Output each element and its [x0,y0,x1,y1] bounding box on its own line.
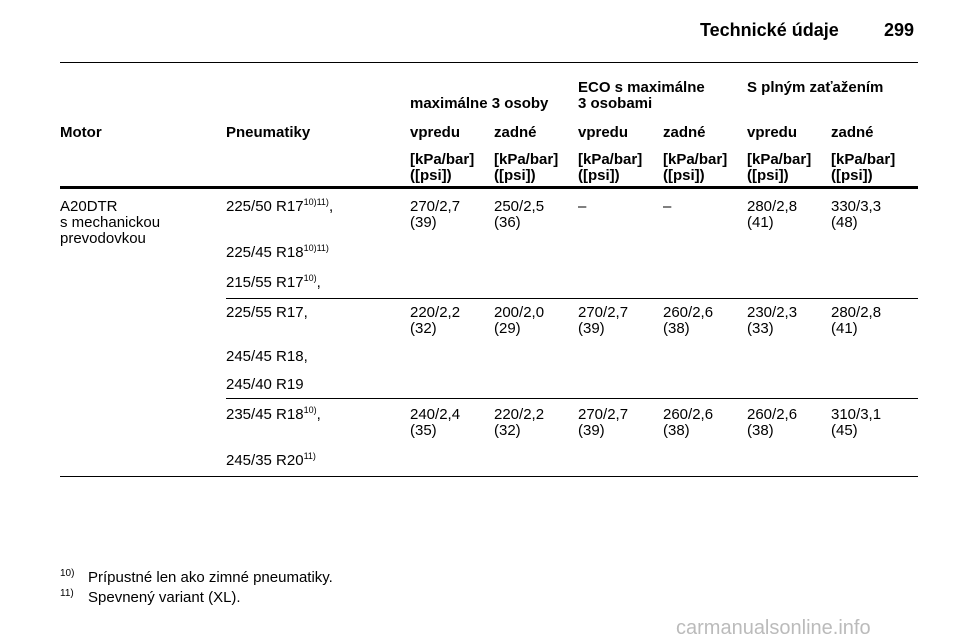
tire-size: 245/40 R19 [226,376,304,393]
tire-cell: 215/55 R1710), [226,273,321,291]
pressure-cell: (32) [410,320,437,337]
pressure-cell: 330/3,3 [831,198,882,215]
table-header-rule [60,186,918,189]
column-header: vpredu [747,124,798,141]
punctuation: , [316,406,321,423]
footnote-ref: 10)11) [303,243,329,253]
pressure-cell: 260/2,6 [747,406,798,423]
pressure-cell: 260/2,6 [663,304,714,321]
footnote-ref: 10) [303,273,317,283]
table-bottom-rule [60,476,918,477]
footnote-mark: 11) [60,588,74,599]
pressure-cell: (38) [663,320,690,337]
pressure-cell: 230/2,3 [747,304,798,321]
pressure-cell: – [578,198,587,215]
pressure-cell: (33) [747,320,774,337]
motor-cell: prevodovkou [60,230,146,247]
column-header: zadné [663,124,706,141]
footnote-text: Spevnený variant (XL). [88,589,241,606]
unit-header: ([psi]) [663,167,705,184]
footnote-ref: 10)11) [303,197,329,207]
pressure-cell: (41) [831,320,858,337]
pressure-cell: 250/2,5 [494,198,545,215]
unit-header: [kPa/bar] [663,151,728,168]
unit-header: [kPa/bar] [494,151,559,168]
unit-header: ([psi]) [831,167,873,184]
unit-header: [kPa/bar] [410,151,475,168]
footnote-ref: 11) [303,451,316,461]
tire-cell: 245/40 R19 [226,377,304,393]
page-title: Technické údaje [700,20,839,40]
column-header: vpredu [578,124,629,141]
unit-header: ([psi]) [410,167,452,184]
unit-header: ([psi]) [494,167,536,184]
pressure-cell: 260/2,6 [663,406,714,423]
footnote-ref: 10) [303,405,317,415]
pressure-cell: (48) [831,214,858,231]
group-header: 3 osobami [578,95,653,112]
group-header: ECO s maximálne [578,79,705,96]
unit-header: [kPa/bar] [831,151,896,168]
pressure-cell: 270/2,7 [578,304,629,321]
row-rule [226,398,918,399]
pressure-cell: 280/2,8 [831,304,882,321]
footnote-text: Prípustné len ako zimné pneumatiky. [88,569,333,586]
unit-header: ([psi]) [747,167,789,184]
pressure-cell: (29) [494,320,521,337]
punctuation: , [328,198,334,215]
pressure-cell: 220/2,2 [410,304,461,321]
pressure-cell: 270/2,7 [578,406,629,423]
pressure-cell: (39) [578,320,605,337]
pressure-cell: (36) [494,214,521,231]
pressure-cell: (39) [410,214,437,231]
column-header: zadné [494,124,537,141]
unit-header: [kPa/bar] [747,151,812,168]
tire-size: 245/35 R20 [226,452,304,469]
tire-size: 215/55 R17 [226,274,304,291]
tire-cell: 225/45 R1810)11) [226,243,329,261]
punctuation: , [316,274,321,291]
tire-size: 225/55 R17, [226,304,308,321]
footnote-mark: 10) [60,568,75,579]
pressure-cell: (38) [747,422,774,439]
pressure-cell: (35) [410,422,437,439]
column-header: Pneumatiky [226,124,311,141]
pressure-cell: 280/2,8 [747,198,798,215]
tire-cell: 235/45 R1810), [226,405,321,423]
watermark: carmanualsonline.info [676,617,871,639]
pressure-cell: 220/2,2 [494,406,545,423]
column-header: Motor [60,124,102,141]
row-rule [226,298,918,299]
pressure-cell: 270/2,7 [410,198,461,215]
pressure-cell: 200/2,0 [494,304,545,321]
pressure-cell: 310/3,1 [831,406,882,423]
page-number: 299 [884,20,915,40]
pressure-cell: (41) [747,214,774,231]
pressure-cell: (38) [663,422,690,439]
tire-cell: 225/55 R17, [226,305,308,321]
tire-size: 225/45 R18 [226,244,304,261]
group-header: S plným zaťažením [747,79,884,96]
tire-size: 225/50 R17 [226,198,304,215]
group-header: maximálne 3 osoby [410,95,549,112]
pressure-cell: (45) [831,422,858,439]
unit-header: ([psi]) [578,167,620,184]
column-header: zadné [831,124,874,141]
unit-header: [kPa/bar] [578,151,643,168]
column-header: vpredu [410,124,461,141]
motor-cell: A20DTR [60,198,118,215]
tire-cell: 245/45 R18, [226,349,308,365]
motor-cell: s mechanickou [60,214,161,231]
pressure-cell: (39) [578,422,605,439]
pressure-cell: – [663,198,672,215]
tire-size: 235/45 R18 [226,406,304,423]
tire-cell: 225/50 R1710)11), [226,197,334,215]
pressure-cell: 240/2,4 [410,406,461,423]
tire-cell: 245/35 R2011) [226,451,316,469]
pressure-cell: (32) [494,422,521,439]
header-rule [60,62,918,63]
tire-size: 245/45 R18, [226,348,308,365]
